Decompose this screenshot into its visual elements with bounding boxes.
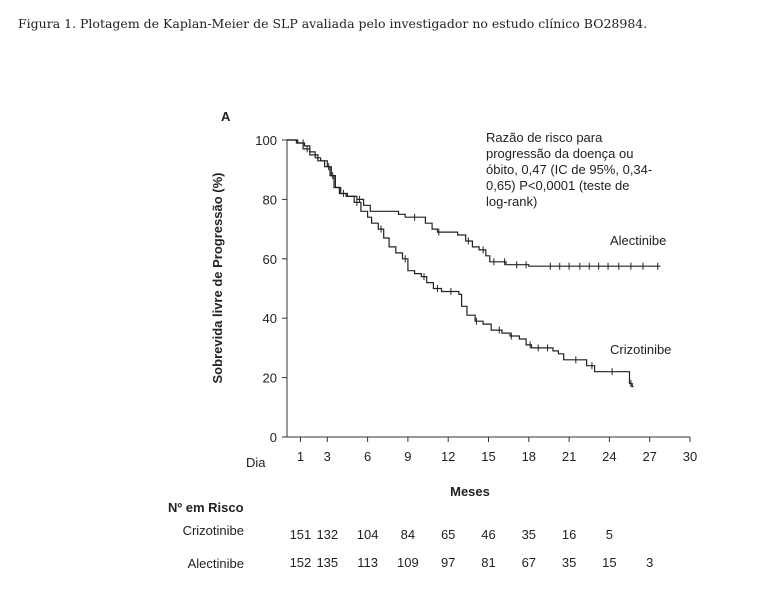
x-axis-prefix: Dia — [246, 455, 266, 470]
risk-value: 152 — [290, 555, 312, 570]
km-curve-crizotinibe — [287, 139, 634, 388]
risk-value: 135 — [316, 555, 338, 570]
x-tick-label-30: 30 — [683, 449, 697, 464]
y-tick-label-80: 80 — [263, 192, 277, 207]
risk-value: 81 — [481, 555, 495, 570]
series-layer — [287, 139, 661, 388]
annotation-line: óbito, 0,47 (IC de 95%, 0,34- — [486, 162, 652, 177]
x-tick-label-9: 9 — [404, 449, 411, 464]
y-tick-label-20: 20 — [263, 371, 277, 386]
x-tick-label-18: 18 — [522, 449, 536, 464]
panel-label: A — [221, 109, 231, 124]
risk-value: 35 — [562, 555, 576, 570]
risk-value: 151 — [290, 527, 312, 542]
risk-value: 5 — [606, 527, 613, 542]
x-tick-label-15: 15 — [481, 449, 495, 464]
risk-value: 132 — [316, 527, 338, 542]
y-tick-label-100: 100 — [255, 133, 277, 148]
risk-value: 16 — [562, 527, 576, 542]
figure-caption: Figura 1. Plotagem de Kaplan-Meier de SL… — [18, 16, 648, 31]
annotation-line: 0,65) P<0,0001 (teste de — [486, 178, 629, 193]
risk-table-title: Nº em Risco — [168, 500, 244, 515]
km-curve-alectinibe — [287, 139, 661, 267]
risk-table: Crizotinibe 151 132 104 84 65 46 35 16 5 Alectinib… — [183, 523, 654, 571]
risk-value: 67 — [522, 555, 536, 570]
series-label-alectinibe: Alectinibe — [610, 233, 666, 248]
x-tick-label-1: 1 — [297, 449, 304, 464]
risk-row-label: Crizotinibe — [183, 523, 244, 538]
x-axis-label: Meses — [450, 484, 490, 499]
series-label-crizotinibe: Crizotinibe — [610, 342, 671, 357]
risk-value: 104 — [357, 527, 379, 542]
annotation-line: progressão da doença ou — [486, 146, 633, 161]
risk-value: 97 — [441, 555, 455, 570]
annotation-line: log-rank) — [486, 194, 537, 209]
risk-value: 35 — [522, 527, 536, 542]
y-tick-label-0: 0 — [270, 430, 277, 445]
x-tick-label-6: 6 — [364, 449, 371, 464]
risk-value: 15 — [602, 555, 616, 570]
x-tick-label-27: 27 — [642, 449, 656, 464]
axes: 0 20 40 60 80 100 1 3 6 9 12 15 18 21 24 27 30 — [255, 133, 697, 464]
risk-value: 84 — [401, 527, 415, 542]
risk-value: 113 — [357, 555, 378, 570]
annotation-line: Razão de risco para — [486, 130, 603, 145]
x-tick-label-21: 21 — [562, 449, 576, 464]
x-tick-label-12: 12 — [441, 449, 455, 464]
risk-value: 46 — [481, 527, 495, 542]
hazard-ratio-annotation: Razão de risco para progressão da doença … — [486, 130, 652, 209]
x-tick-label-24: 24 — [602, 449, 616, 464]
risk-value: 109 — [397, 555, 419, 570]
y-tick-label-60: 60 — [263, 252, 277, 267]
x-tick-label-3: 3 — [324, 449, 331, 464]
risk-value: 3 — [646, 555, 653, 570]
risk-value: 65 — [441, 527, 455, 542]
risk-row-label: Alectinibe — [188, 556, 244, 571]
y-tick-label-40: 40 — [263, 311, 277, 326]
y-axis-label: Sobrevida livre de Progressão (%) — [210, 173, 225, 384]
